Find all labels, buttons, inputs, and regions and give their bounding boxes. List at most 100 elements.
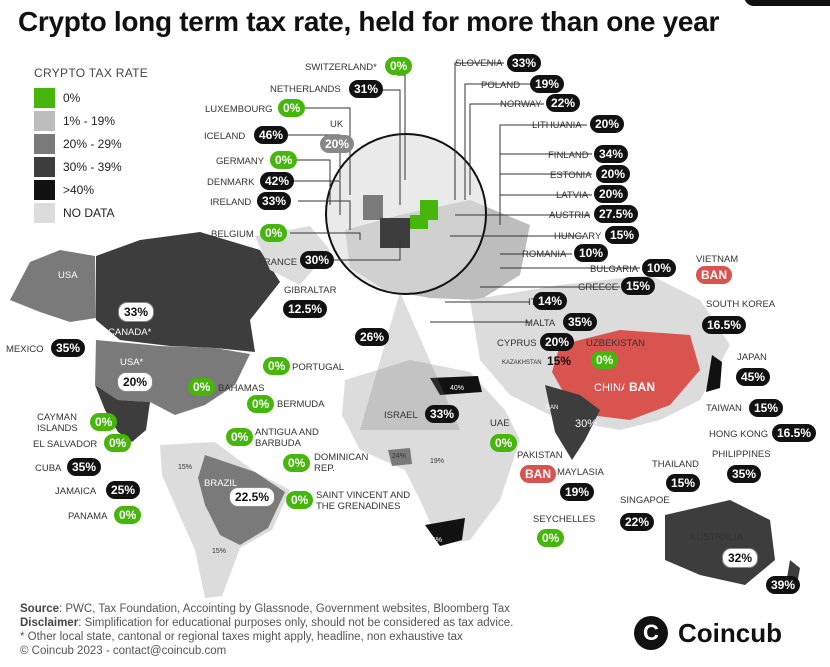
- rate-badge-slovenia: 33%: [507, 54, 542, 72]
- legend-title: CRYPTO TAX RATE: [34, 66, 149, 80]
- legend-item: NO DATA: [34, 201, 148, 224]
- country-name-lithuania: LITHUANIA: [532, 120, 582, 131]
- rate-badge-finland: 34%: [594, 145, 629, 163]
- zoom-france: [380, 218, 410, 248]
- source-text: : PWC, Tax Foundation, Accointing by Gla…: [59, 603, 510, 615]
- rate-label-kenya: 19%: [430, 458, 445, 465]
- rate-badge-vietnam: BAN: [696, 266, 732, 284]
- country-name-saint-vincent: SAINT VINCENT AND THE GRENADINES: [316, 490, 411, 512]
- rate-label-nigeria: 24%: [392, 453, 407, 460]
- legend-item: 30% - 39%: [34, 155, 148, 178]
- zoom-lens: [325, 133, 487, 295]
- zoom-lens-highlight: [360, 292, 460, 430]
- legend-label: NO DATA: [63, 205, 115, 220]
- rate-badge-taiwan: 15%: [749, 399, 784, 417]
- legend-label: 0%: [63, 90, 81, 105]
- rate-badge-switzerland: 0%: [385, 57, 413, 75]
- usa-shape: [95, 340, 250, 415]
- rate-label-south-africa: 45%: [428, 537, 443, 544]
- legend-swatch: [34, 110, 55, 131]
- country-name-cuba: CUBA: [35, 463, 62, 474]
- rate-badge-ireland: 33%: [257, 192, 292, 210]
- country-name-kazakhstan: KAZAKHSTAN: [502, 360, 542, 366]
- legend-swatch: [34, 202, 55, 223]
- country-name-jamaica: JAMAICA: [55, 486, 97, 497]
- rate-badge-cuba: 35%: [67, 458, 102, 476]
- rate-badge-bulgaria: 10%: [642, 259, 677, 277]
- south-africa-shape: [425, 518, 465, 546]
- china-shape: [552, 330, 700, 420]
- canada-shape: [96, 232, 280, 352]
- source-line: Source: PWC, Tax Foundation, Accointing …: [20, 602, 513, 616]
- country-name-brazil: BRAZIL: [204, 478, 238, 489]
- country-name-south-korea: SOUTH KOREA: [706, 299, 776, 310]
- nigeria-shape: [388, 448, 412, 466]
- country-name-latvia: LATVIA: [556, 190, 589, 201]
- legend-swatch: [34, 179, 55, 200]
- africa-shape: [342, 360, 520, 545]
- disclaimer-label: Disclaimer: [20, 617, 79, 629]
- coincub-logo-icon: C: [634, 616, 668, 650]
- country-name-austria: AUSTRIA: [549, 210, 591, 221]
- rate-badge-south-korea: 16.5%: [702, 316, 747, 334]
- rate-badge-portugal: 0%: [263, 357, 291, 375]
- rate-badge-seychelles: 0%: [537, 529, 565, 547]
- country-name-panama: PANAMA: [68, 511, 108, 522]
- rate-badge-norway: 22%: [546, 94, 581, 112]
- rate-badge-pakistan: BAN: [520, 465, 556, 483]
- usa-alaska-shape: [10, 250, 96, 322]
- legend-label: >40%: [63, 182, 95, 197]
- brand-name: Coincub: [678, 617, 782, 648]
- country-name-switzerland: SWITZERLAND*: [305, 62, 377, 73]
- country-name-romania: ROMANIA: [522, 249, 567, 260]
- country-name-ireland: IRELAND: [210, 197, 252, 208]
- rate-badge-belgium: 0%: [260, 224, 288, 242]
- rate-badge-estonia: 20%: [596, 165, 631, 183]
- rate-label-india: 30%: [575, 418, 598, 430]
- legend-swatch: [34, 87, 55, 108]
- legend-label: 1% - 19%: [63, 113, 116, 128]
- country-name-gibraltar: GIBRALTAR: [284, 285, 337, 296]
- rate-badge-antigua: 0%: [226, 428, 254, 446]
- country-name-usa: USA*: [120, 357, 144, 368]
- country-name-japan: JAPAN: [737, 352, 767, 363]
- country-name-vietnam: VIETNAM: [696, 254, 739, 265]
- rate-badge-poland: 19%: [530, 75, 565, 93]
- rate-badge-australia: 32%: [722, 548, 759, 568]
- country-name-el-salvador: EL SALVADOR: [33, 439, 98, 450]
- country-name-hungary: HUNGARY: [554, 231, 602, 242]
- rate-badge-malta: 35%: [563, 313, 598, 331]
- rate-label-turkey: 40%: [450, 385, 465, 392]
- zoom-uk: [363, 195, 383, 220]
- rate-badge-gibraltar: 12.5%: [283, 300, 328, 318]
- rate-badge-denmark: 42%: [260, 172, 295, 190]
- rate-badge-germany: 0%: [270, 151, 298, 169]
- legend: CRYPTO TAX RATE 0% 1% - 19% 20% - 29% 30…: [34, 66, 148, 224]
- rate-badge-mexico: 35%: [51, 339, 86, 357]
- rate-badge-bahamas: 0%: [188, 378, 216, 396]
- country-name-mexico: MEXICO: [6, 344, 44, 355]
- rate-label-ban-small: BAN: [546, 405, 559, 411]
- rate-badge-netherlands: 31%: [349, 80, 384, 98]
- legend-item: 0%: [34, 86, 148, 109]
- country-name-usa-alaska: USA: [58, 270, 78, 281]
- rate-badge-canada: 33%: [118, 302, 155, 322]
- disclaimer-line: Disclaimer: Simplification for education…: [20, 616, 513, 630]
- country-name-china: CHINA: [594, 382, 629, 394]
- country-name-france: FRANCE: [258, 257, 298, 268]
- rate-badge-uzbekistan: 0%: [591, 351, 619, 369]
- india-shape: [545, 385, 600, 460]
- rate-badge-jamaica: 25%: [106, 481, 141, 499]
- rate-badge-saint-vincent: 0%: [286, 491, 314, 509]
- legend-label: 30% - 39%: [63, 159, 122, 174]
- country-name-greece: GREECE: [578, 282, 619, 293]
- country-name-iceland: ICELAND: [204, 131, 246, 142]
- rate-badge-hong-kong: 16.5%: [772, 424, 817, 442]
- country-name-israel: ISRAEL: [384, 410, 418, 421]
- legend-item: 1% - 19%: [34, 109, 148, 132]
- country-name-cyprus: CYPRUS: [497, 338, 537, 349]
- rate-label-argentina: 15%: [212, 548, 227, 555]
- rate-badge-singapoe: 22%: [620, 513, 655, 531]
- country-name-belgium: BELGIUM: [211, 229, 254, 240]
- copyright: © Coincub 2023 - contact@coincub.com: [20, 645, 227, 657]
